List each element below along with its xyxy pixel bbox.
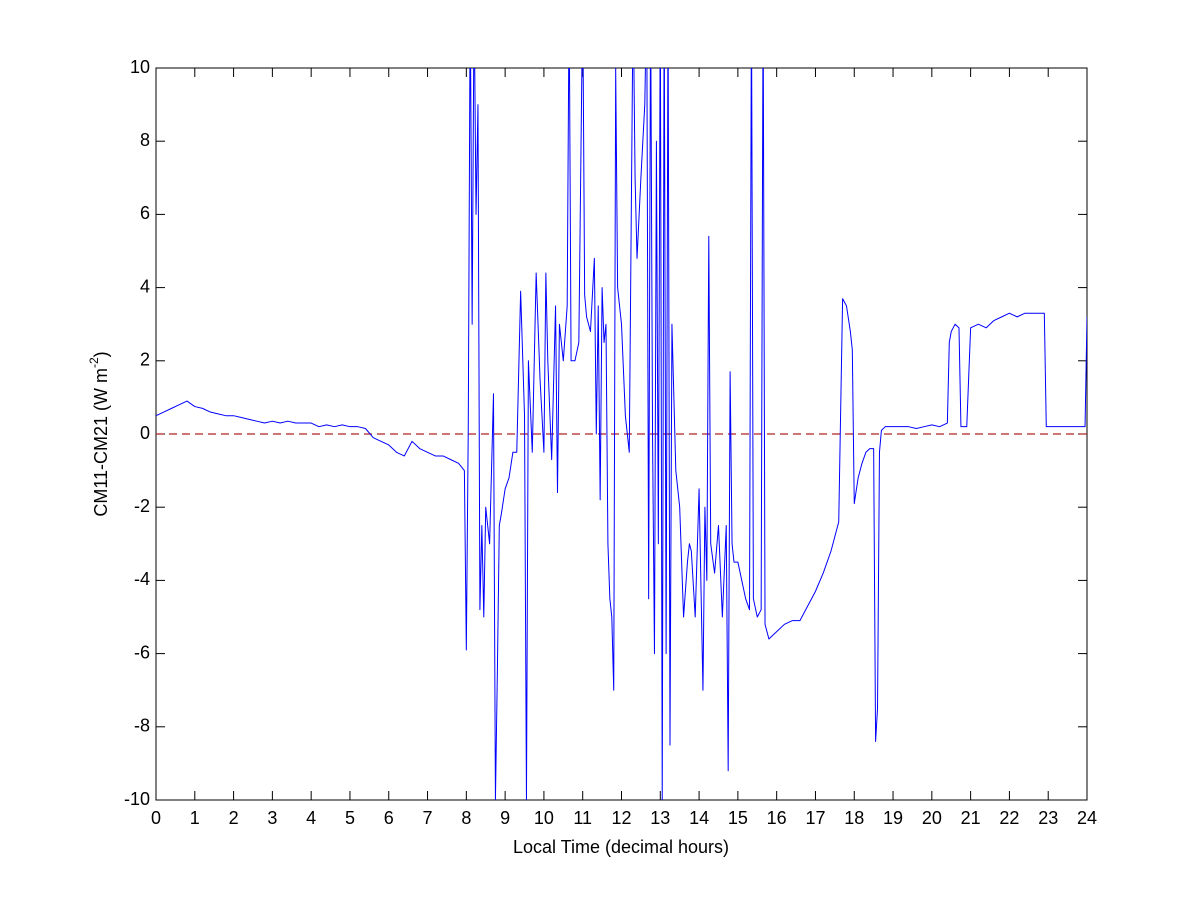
y-tick-label: -8 [134, 716, 150, 736]
y-tick-label: 6 [140, 203, 150, 223]
y-label-sup: -2 [87, 357, 101, 368]
x-tick-label: 10 [534, 808, 554, 828]
x-tick-label: 21 [961, 808, 981, 828]
y-tick-label: -4 [134, 569, 150, 589]
x-tick-label: 4 [306, 808, 316, 828]
x-tick-label: 3 [267, 808, 277, 828]
x-tick-label: 19 [883, 808, 903, 828]
x-tick-label: 2 [229, 808, 239, 828]
x-tick-label: 6 [384, 808, 394, 828]
y-tick-label: 10 [130, 57, 150, 77]
x-tick-label: 17 [805, 808, 825, 828]
x-tick-label: 22 [999, 808, 1019, 828]
y-tick-label: 0 [140, 423, 150, 443]
x-tick-label: 9 [500, 808, 510, 828]
y-tick-label: -10 [124, 789, 150, 809]
x-tick-label: 14 [689, 808, 709, 828]
y-tick-label: 2 [140, 350, 150, 370]
x-tick-label: 8 [461, 808, 471, 828]
x-tick-label: 20 [922, 808, 942, 828]
x-tick-label: 16 [767, 808, 787, 828]
x-tick-label: 5 [345, 808, 355, 828]
y-tick-label: 4 [140, 276, 150, 296]
y-label-end: ) [91, 351, 111, 357]
x-tick-label: 13 [650, 808, 670, 828]
x-tick-label: 24 [1077, 808, 1097, 828]
x-tick-label: 1 [190, 808, 200, 828]
plot-box [155, 67, 1088, 801]
x-tick-label: 11 [573, 808, 592, 828]
x-tick-label: 15 [728, 808, 748, 828]
y-tick-label: 8 [140, 130, 150, 150]
data-line [156, 68, 1087, 800]
y-label-text: CM11-CM21 (W m [91, 368, 111, 517]
x-tick-label: 7 [423, 808, 433, 828]
x-axis-label: Local Time (decimal hours) [513, 837, 729, 857]
x-tick-label: 18 [844, 808, 864, 828]
y-axis-label: CM11-CM21 (W m-2) [87, 351, 111, 516]
x-tick-label: 0 [151, 808, 161, 828]
y-tick-label: -2 [134, 496, 150, 516]
x-tick-label: 23 [1038, 808, 1058, 828]
x-tick-label: 12 [611, 808, 631, 828]
y-tick-label: -6 [134, 642, 150, 662]
